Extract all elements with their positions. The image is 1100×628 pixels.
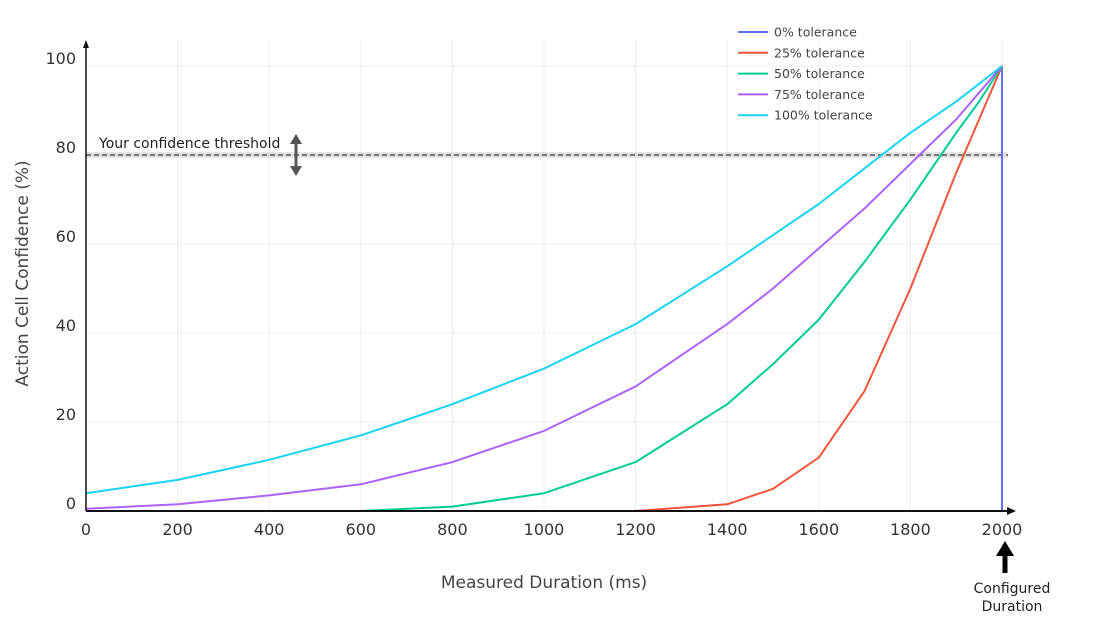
y-tick-label-60: 60: [56, 227, 76, 246]
x-tick-label-200: 200: [162, 520, 193, 539]
x-tick-label-1400: 1400: [707, 520, 748, 539]
y-tick-label-100: 100: [45, 49, 76, 68]
x-tick-labels: 0 200 400 600 800 1000 1200 1400 1600 1800 2000: [81, 520, 1022, 539]
x-tick-label-600: 600: [346, 520, 377, 539]
threshold-arrow-down-head: [290, 166, 302, 176]
threshold-band: [86, 152, 1008, 158]
configured-duration-label-line2: Duration: [982, 599, 1043, 615]
x-axis-arrowhead-icon: [1007, 507, 1016, 515]
y-axis-title: Action Cell Confidence (%): [13, 160, 33, 386]
y-tick-labels: 0 20 40 60 80 100: [45, 49, 76, 513]
legend-label-1: 25% tolerance: [774, 45, 865, 60]
x-tick-label-1000: 1000: [524, 520, 565, 539]
configured-duration-label-line1: Configured: [974, 581, 1051, 597]
threshold-label: Your confidence threshold: [98, 136, 280, 152]
y-tick-label-80: 80: [56, 138, 76, 157]
x-tick-label-1800: 1800: [890, 520, 931, 539]
x-tick-label-0: 0: [81, 520, 91, 539]
x-tick-label-400: 400: [254, 520, 285, 539]
configured-duration-arrow-icon: [996, 541, 1014, 573]
x-axis-title: Measured Duration (ms): [441, 573, 647, 593]
x-tick-label-1600: 1600: [798, 520, 839, 539]
x-tick-label-1200: 1200: [615, 520, 656, 539]
legend-label-4: 100% tolerance: [774, 108, 873, 123]
legend-label-3: 75% tolerance: [774, 87, 865, 102]
y-tick-label-0: 0: [66, 494, 76, 513]
threshold-double-arrow-icon: [290, 134, 302, 176]
x-tick-label-800: 800: [437, 520, 468, 539]
threshold-arrow-up-head: [290, 134, 302, 144]
legend-label-2: 50% tolerance: [774, 66, 865, 81]
y-tick-label-20: 20: [56, 405, 76, 424]
series-line-3: [85, 65, 1003, 510]
legend-label-0: 0% tolerance: [774, 25, 857, 40]
y-tick-label-40: 40: [56, 316, 76, 335]
legend: 0% tolerance 25% tolerance 50% tolerance 75…: [738, 25, 873, 123]
y-axis-arrowhead-icon: [83, 40, 89, 48]
axes: [83, 40, 1016, 515]
series-line-4: [85, 65, 1003, 495]
configured-arrow-head: [996, 541, 1014, 556]
x-tick-label-2000: 2000: [982, 520, 1023, 539]
